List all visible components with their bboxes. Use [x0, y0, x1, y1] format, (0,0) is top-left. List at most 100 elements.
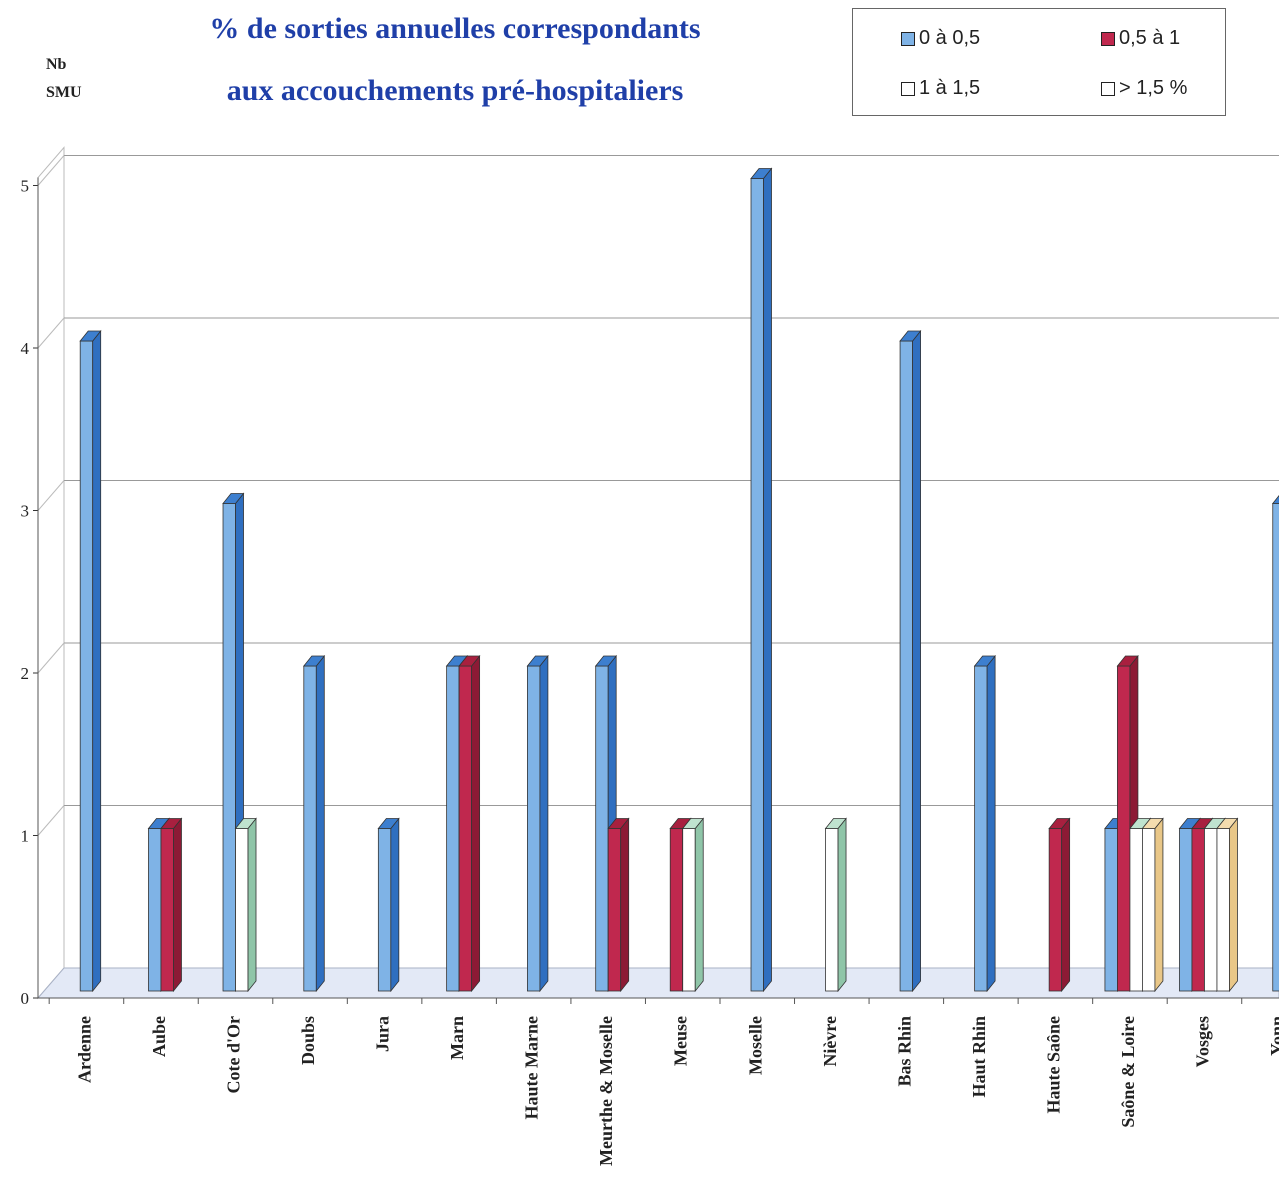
y-tick-label: 5 — [21, 177, 30, 196]
bar-side — [1229, 817, 1238, 993]
bar — [446, 665, 460, 992]
legend-item-2: 1 à 1,5 — [901, 77, 980, 100]
x-tick-label: Meurthe & Moselle — [596, 1016, 616, 1166]
bar — [148, 828, 162, 992]
gridline-side — [37, 805, 65, 836]
bar — [1179, 828, 1193, 992]
bar-top — [824, 818, 847, 829]
bar — [825, 828, 839, 992]
bar-side — [315, 654, 325, 993]
y-axis-label-line2: SMU — [46, 84, 82, 101]
x-tick-label: Haute Saône — [1043, 1016, 1063, 1114]
chart-side-wall — [37, 146, 65, 1000]
bar-side — [1061, 817, 1071, 993]
bar-side — [247, 817, 257, 993]
bar — [458, 665, 473, 992]
bar-top — [1216, 818, 1239, 829]
bar — [669, 828, 684, 992]
bar — [607, 828, 622, 992]
x-tick-label: Marn — [447, 1016, 467, 1060]
legend-item-0: 0 à 0,5 — [901, 27, 980, 50]
bar-side — [837, 817, 847, 993]
bar-side — [620, 817, 630, 993]
legend: 0 à 0,5 0,5 à 1 1 à 1,5 > 1,5 % — [852, 8, 1226, 116]
x-tick-label: Vosges — [1192, 1016, 1212, 1067]
y-tick-label: 4 — [21, 339, 30, 358]
x-tick-label: Meuse — [671, 1016, 691, 1066]
bar-top — [681, 818, 705, 829]
bar-side — [1154, 817, 1164, 993]
bar-side — [471, 654, 481, 993]
bar — [1117, 665, 1131, 992]
x-tick-label: Ardenne — [74, 1016, 94, 1083]
bar — [222, 503, 236, 992]
bar-top — [899, 330, 922, 342]
x-tick-label: Bas Rhin — [894, 1016, 914, 1087]
x-tick-label: Haute Marne — [522, 1016, 542, 1119]
bar — [682, 828, 696, 992]
bar — [1216, 828, 1230, 992]
bar-top — [594, 655, 618, 667]
x-tick-label: Saône & Loire — [1118, 1016, 1138, 1128]
bar-side — [390, 817, 400, 993]
legend-label-0: 0 à 0,5 — [919, 27, 981, 49]
bar-top — [302, 655, 326, 667]
bar — [1048, 828, 1063, 992]
gridline-side — [37, 480, 65, 511]
legend-swatch-0 — [901, 31, 915, 46]
y-tick-label: 0 — [21, 989, 30, 1008]
bar — [1104, 828, 1118, 992]
chart-title: % de sorties annuelles correspondants — [209, 12, 701, 45]
bar-top — [377, 818, 400, 829]
bar-top — [1116, 655, 1139, 667]
legend-label-1: 0,5 à 1 — [1119, 27, 1181, 49]
bar — [377, 828, 392, 992]
x-tick-label: Moselle — [745, 1016, 765, 1075]
chart-subtitle: aux accouchements pré-hospitaliers — [226, 74, 684, 107]
x-tick-label: Yonn — [1267, 1016, 1279, 1056]
x-tick-label: Nièvre — [820, 1016, 840, 1067]
bar-top — [458, 655, 481, 667]
bar — [303, 665, 317, 992]
bar — [235, 828, 249, 992]
bar-side — [539, 654, 549, 993]
bar — [1191, 828, 1205, 992]
bar-top — [160, 818, 183, 829]
legend-swatch-3 — [1101, 81, 1115, 96]
legend-swatch-2 — [901, 81, 915, 96]
x-tick-label: Jura — [373, 1016, 393, 1052]
x-tick-label: Haut Rhin — [969, 1016, 989, 1098]
bar — [1142, 828, 1156, 992]
gridline-side — [37, 642, 65, 674]
bar-top — [526, 655, 549, 667]
bar-top — [222, 493, 245, 504]
bar-side — [173, 817, 182, 993]
legend-label-2: 1 à 1,5 — [919, 77, 981, 99]
bar-side — [694, 817, 704, 993]
bar-top — [973, 655, 996, 667]
legend-swatch-1 — [1101, 31, 1115, 46]
legend-item-1: 0,5 à 1 — [1101, 27, 1180, 50]
y-tick-label: 1 — [21, 827, 30, 846]
bar-side — [92, 329, 102, 993]
y-axis-label-line1: Nb — [46, 56, 67, 73]
gridline-side — [37, 155, 65, 186]
bar — [527, 665, 541, 992]
bar-side — [912, 329, 921, 993]
bar — [750, 178, 764, 992]
gridline-side — [37, 317, 65, 349]
bar-top — [1141, 818, 1164, 829]
bar — [974, 665, 988, 992]
legend-label-3: > 1,5 % — [1119, 77, 1188, 99]
bar — [1129, 828, 1143, 992]
y-tick-label: 2 — [21, 664, 30, 683]
y-tick-label: 3 — [21, 502, 30, 521]
bar — [1272, 503, 1279, 992]
x-tick-label: Cote d'Or — [224, 1016, 244, 1093]
bar — [595, 665, 609, 992]
bar-side — [763, 167, 772, 993]
bar-top — [607, 818, 630, 829]
bar — [79, 340, 94, 992]
bar-top — [79, 330, 102, 342]
